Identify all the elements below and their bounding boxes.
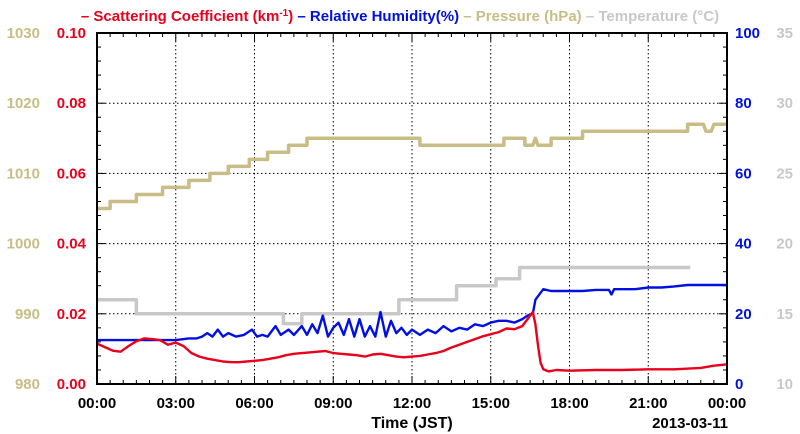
tick-label-temperature: 10	[776, 376, 793, 393]
tick-label-x: 00:00	[78, 395, 116, 412]
tick-label-x: 18:00	[550, 395, 588, 412]
tick-label-x: 00:00	[708, 395, 746, 412]
tick-label-scattering: 0.02	[57, 306, 86, 323]
tick-label-humidity: 100	[735, 25, 760, 42]
tick-label-pressure: 980	[15, 376, 40, 393]
legend-item-suffix: )	[288, 8, 293, 25]
tick-label-humidity: 40	[735, 236, 752, 253]
legend: – Scattering Coefficient (km-1) – Relati…	[81, 8, 719, 26]
x-axis-label: Time (JST)	[371, 415, 453, 432]
series-line-temperature	[97, 265, 691, 326]
date-label: 2013-03-11	[652, 415, 728, 432]
tick-label-scattering: 0.10	[57, 25, 86, 42]
tick-label-x: 09:00	[314, 395, 352, 412]
tick-label-x: 06:00	[235, 395, 273, 412]
tick-label-scattering: 0.04	[57, 236, 87, 253]
tick-label-pressure: 1020	[7, 95, 40, 112]
series-layer	[96, 122, 728, 373]
tick-label-temperature: 20	[776, 236, 793, 253]
tick-label-pressure: 1030	[7, 25, 40, 42]
tick-label-humidity: 60	[735, 165, 752, 182]
legend-item: – Pressure (hPa)	[459, 8, 582, 25]
legend-item: – Temperature (°C)	[582, 8, 719, 25]
tick-label-scattering: 0.08	[57, 95, 86, 112]
tick-label-x: 12:00	[393, 395, 431, 412]
series-line-scattering	[96, 310, 728, 373]
tick-label-x: 21:00	[629, 395, 667, 412]
tick-label-temperature: 25	[776, 165, 793, 182]
axis-ticks: 98099010001010102010300.000.020.040.060.…	[7, 25, 793, 412]
legend-superscript: -1	[279, 8, 288, 19]
tick-label-pressure: 1000	[7, 236, 40, 253]
tick-label-pressure: 990	[15, 306, 40, 323]
plot-frame	[96, 32, 728, 385]
tick-label-temperature: 30	[776, 95, 793, 112]
series-line-pressure	[97, 122, 727, 211]
tick-label-x: 03:00	[157, 395, 195, 412]
tick-label-temperature: 35	[776, 25, 793, 42]
tick-label-humidity: 80	[735, 95, 752, 112]
grid	[96, 32, 728, 385]
tick-label-scattering: 0.06	[57, 165, 86, 182]
series-line-humidity	[97, 283, 727, 342]
tick-label-x: 15:00	[472, 395, 510, 412]
tick-label-humidity: 0	[735, 376, 743, 393]
legend-item: – Relative Humidity(%)	[293, 8, 459, 25]
tick-label-humidity: 20	[735, 306, 752, 323]
tick-label-temperature: 15	[776, 306, 793, 323]
legend-item: – Scattering Coefficient (km	[81, 8, 279, 25]
tick-label-pressure: 1010	[7, 165, 40, 182]
tick-label-scattering: 0.00	[57, 376, 86, 393]
